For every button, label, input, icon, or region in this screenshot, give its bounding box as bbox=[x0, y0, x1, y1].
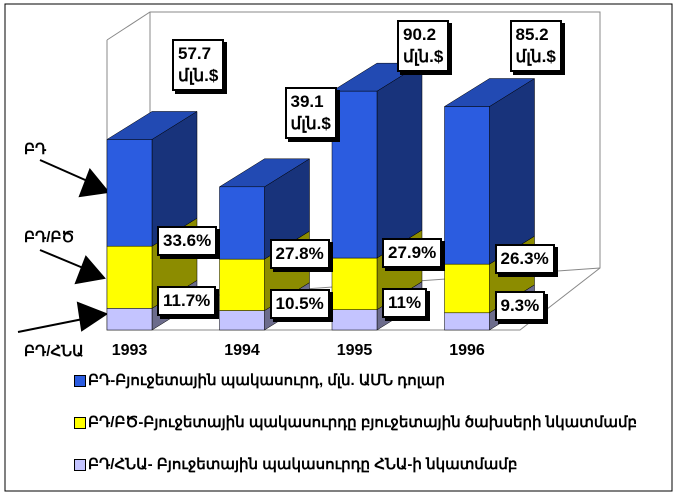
x-tick-label: 1995 bbox=[336, 342, 373, 359]
bar-side bbox=[376, 62, 423, 259]
bar bbox=[331, 257, 378, 310]
value-label: 27.8% bbox=[269, 239, 330, 270]
value-label: 39.1 մլն.$ bbox=[284, 86, 337, 139]
series-label: ԲԴ bbox=[24, 141, 47, 158]
value-label: 90.2 մլն.$ bbox=[397, 20, 450, 72]
value-label: 9.3% bbox=[494, 290, 546, 321]
bar bbox=[219, 186, 265, 260]
series-label: ԲԴ/ՀՆԱ bbox=[24, 343, 84, 360]
bar bbox=[331, 90, 378, 259]
value-label: 26.3% bbox=[494, 244, 555, 275]
x-tick-label: 1993 bbox=[111, 342, 148, 359]
value-label: 57.7 մլն.$ bbox=[172, 39, 225, 92]
value-label: 27.9% bbox=[382, 238, 443, 269]
series-label: ԲԴ/ԲԾ bbox=[24, 229, 75, 246]
bar bbox=[444, 312, 490, 331]
bar-side bbox=[489, 78, 535, 265]
x-tick-label: 1996 bbox=[449, 342, 485, 359]
legend-label: ԲԴ/ԲԾ-Բյուջետային պակասուրդը բյուջետային… bbox=[88, 414, 638, 431]
bar bbox=[106, 308, 153, 331]
value-label: 11% bbox=[382, 287, 428, 318]
bar bbox=[219, 258, 265, 311]
value-label: 10.5% bbox=[269, 288, 330, 319]
legend-marker bbox=[74, 375, 86, 387]
bar bbox=[106, 139, 153, 247]
bar bbox=[444, 106, 490, 265]
bar bbox=[106, 245, 153, 309]
bar bbox=[219, 310, 265, 331]
legend-marker bbox=[74, 417, 86, 429]
value-label: 33.6% bbox=[157, 226, 218, 257]
legend-marker bbox=[74, 459, 86, 471]
value-label: 11.7% bbox=[157, 286, 217, 317]
legend-label: ԲԴ/ՀՆԱ- Բյուջետային պակասուրդը ՀՆԱ-ի նկա… bbox=[88, 456, 518, 473]
frame bbox=[4, 3, 673, 492]
x-tick-label: 1994 bbox=[224, 342, 260, 359]
value-label: 85.2 մլն.$ bbox=[509, 20, 562, 72]
legend-label: ԲԴ-Բյուջետային պակասուրդ, մլն. ԱՄՆ դոլար bbox=[88, 372, 445, 389]
arrows bbox=[17, 159, 110, 333]
bar bbox=[331, 309, 378, 331]
bar bbox=[444, 263, 490, 314]
